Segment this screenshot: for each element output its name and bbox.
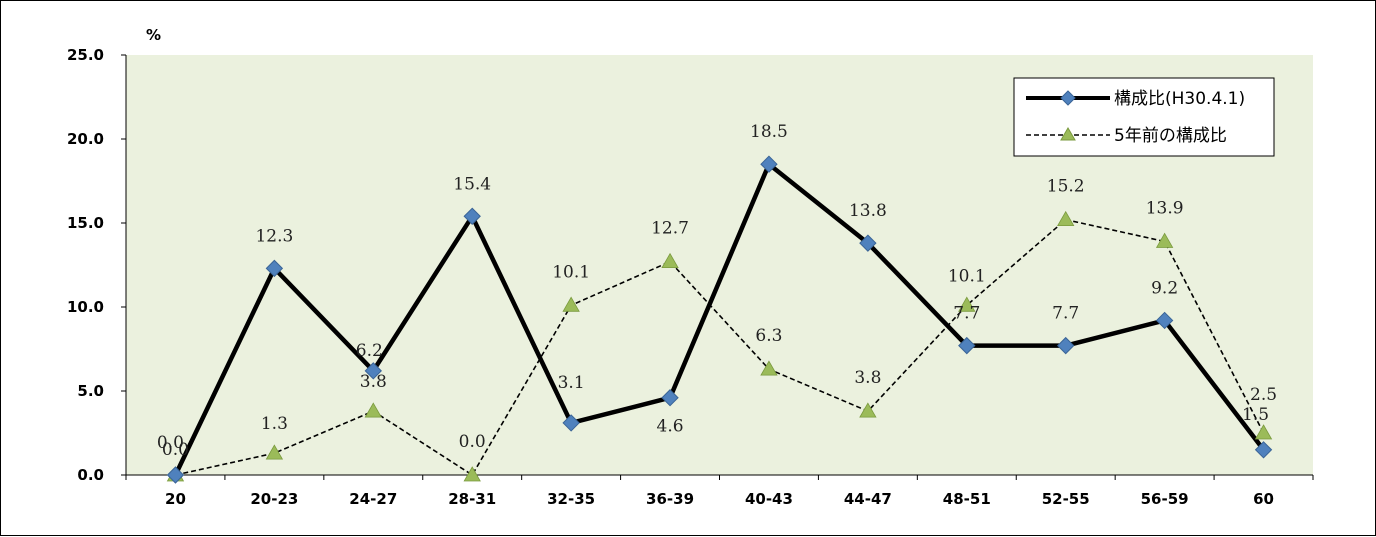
data-label: 3.8	[854, 368, 881, 388]
data-point-marker	[364, 362, 382, 380]
data-point-marker	[760, 360, 778, 376]
data-point-marker	[760, 155, 778, 173]
data-label: 15.2	[1047, 177, 1085, 197]
data-point-marker	[265, 259, 284, 278]
data-label: 9.2	[1151, 278, 1178, 298]
x-tick-label: 20	[165, 490, 186, 508]
x-tick-label: 40-43	[745, 490, 793, 508]
data-point-marker	[1155, 311, 1174, 330]
data-point-marker	[958, 296, 976, 312]
data-label: 0.0	[157, 433, 184, 453]
legend-marker	[1060, 90, 1076, 106]
data-label: 13.8	[849, 201, 887, 221]
y-tick-label: 10.0	[67, 298, 104, 316]
y-axis-label: %	[146, 26, 161, 44]
data-point-marker	[661, 252, 679, 269]
x-tick-label: 36-39	[646, 490, 694, 508]
data-point-marker	[463, 466, 481, 482]
data-label: 18.5	[750, 122, 788, 142]
data-label: 6.3	[755, 326, 782, 346]
x-tick-label: 24-27	[349, 490, 397, 508]
data-point-marker	[166, 466, 185, 484]
y-tick-label: 5.0	[77, 382, 104, 400]
data-point-marker	[1254, 441, 1273, 459]
data-point-marker	[265, 444, 284, 460]
x-tick-label: 60	[1253, 490, 1274, 508]
data-point-marker	[562, 296, 580, 312]
x-tick-label: 52-55	[1042, 490, 1090, 508]
x-tick-label: 32-35	[547, 490, 595, 508]
data-label: 15.4	[453, 174, 491, 194]
data-label: 10.1	[552, 262, 590, 282]
legend-marker	[1060, 127, 1076, 141]
data-label: 10.1	[948, 266, 986, 286]
data-point-marker	[562, 414, 580, 432]
y-tick-label: 15.0	[67, 214, 104, 232]
x-tick-label: 44-47	[844, 490, 892, 508]
x-tick-label: 28-31	[448, 490, 496, 508]
data-point-marker	[958, 336, 976, 355]
data-point-marker	[1057, 336, 1075, 355]
series-line-1	[175, 218, 1265, 477]
data-point-marker	[661, 389, 679, 407]
data-label: 7.7	[1052, 304, 1079, 324]
data-label: 12.7	[651, 219, 689, 239]
x-tick-label: 56-59	[1141, 490, 1189, 508]
y-tick-label: 20.0	[67, 130, 104, 148]
y-tick-label: 0.0	[77, 466, 104, 484]
data-label: 3.1	[558, 373, 585, 393]
data-label: 1.3	[261, 414, 288, 434]
data-label: 3.8	[360, 372, 387, 392]
data-label: 12.3	[255, 226, 293, 246]
data-label: 13.9	[1146, 198, 1184, 218]
data-label: 4.6	[657, 417, 684, 437]
data-label: 0.0	[162, 440, 189, 460]
x-tick-label: 48-51	[943, 490, 991, 508]
data-point-marker	[1254, 424, 1273, 440]
data-label: 6.2	[356, 341, 383, 361]
data-label: 0.0	[459, 432, 486, 452]
data-point-marker	[859, 234, 877, 252]
series-line-0	[173, 161, 1266, 476]
data-point-marker	[364, 402, 382, 418]
data-point-marker	[1057, 210, 1075, 227]
data-label: 7.7	[953, 304, 980, 324]
y-tick-label: 25.0	[67, 46, 104, 64]
data-point-marker	[463, 207, 481, 225]
data-point-marker	[859, 402, 877, 418]
legend: 構成比(H30.4.1) 5年前の構成比	[1013, 77, 1275, 157]
data-label: 1.5	[1242, 405, 1269, 425]
x-tick-label: 20-23	[250, 490, 298, 508]
legend-label: 5年前の構成比	[1114, 126, 1227, 146]
data-label: 2.5	[1250, 385, 1277, 405]
data-point-marker	[1155, 232, 1174, 248]
legend-label: 構成比(H30.4.1)	[1114, 89, 1245, 109]
legend-box	[1013, 77, 1275, 157]
